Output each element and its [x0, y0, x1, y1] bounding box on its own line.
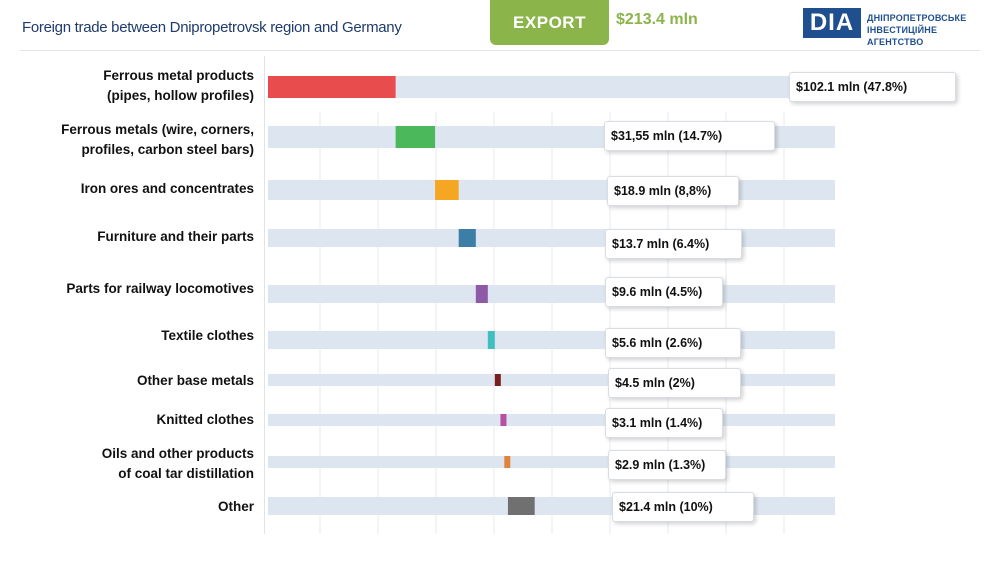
- page-title: Foreign trade between Dnipropetrovsk reg…: [22, 19, 402, 36]
- category-label: Furniture and their parts: [97, 229, 254, 244]
- category-label: Parts for railway locomotives: [66, 281, 254, 296]
- category-label: Ferrous metal products (pipes, hollow pr…: [103, 68, 254, 103]
- data-label: $5.6 mln (2.6%): [605, 328, 741, 358]
- bar: [487, 331, 495, 349]
- category-label: Iron ores and concentrates: [80, 181, 254, 196]
- data-label: $13.7 mln (6.4%): [605, 229, 742, 259]
- logo-text: ДНІПРОПЕТРОВСЬКЕ ІНВЕСТИЦІЙНЕ АГЕНТСТВО: [867, 13, 967, 47]
- bar: [475, 285, 488, 303]
- data-label: $3.1 mln (1.4%): [605, 408, 723, 438]
- bar-track: [268, 374, 835, 386]
- category-label: Other base metals: [136, 373, 254, 388]
- export-total-value: $213.4 mln: [616, 11, 698, 28]
- bar: [504, 456, 511, 468]
- bar-track: [268, 285, 835, 303]
- logo-mark: DIA: [803, 8, 861, 38]
- plot-area: [264, 56, 841, 534]
- bar-track: [268, 180, 835, 200]
- data-label: $18.9 mln (8,8%): [607, 176, 739, 206]
- bar: [500, 414, 507, 426]
- bar: [268, 76, 396, 98]
- bar: [494, 374, 501, 386]
- bar: [435, 180, 459, 200]
- category-label: Knitted clothes: [156, 412, 254, 427]
- data-label: $21.4 mln (10%): [612, 492, 754, 522]
- data-label: $9.6 mln (4.5%): [605, 277, 723, 307]
- bar-track: [268, 229, 835, 247]
- bar: [458, 229, 476, 247]
- category-label: Oils and other products of coal tar dist…: [101, 446, 254, 481]
- bar-track: [268, 456, 835, 468]
- data-label: $31,55 mln (14.7%): [604, 121, 775, 151]
- category-label: Ferrous metals (wire, corners, profiles,…: [61, 122, 254, 157]
- bar-track: [268, 331, 835, 349]
- bar: [507, 497, 535, 515]
- category-label: Textile clothes: [161, 328, 254, 343]
- data-label: $4.5 mln (2%): [608, 368, 741, 398]
- bar-track: [268, 414, 835, 426]
- bar: [395, 126, 436, 148]
- header-divider: [20, 50, 980, 51]
- export-button[interactable]: EXPORT: [490, 0, 609, 45]
- data-label: $102.1 mln (47.8%): [789, 72, 956, 102]
- bar-track: [268, 76, 790, 98]
- data-label: $2.9 mln (1.3%): [608, 450, 726, 480]
- dia-logo: DIA ДНІПРОПЕТРОВСЬКЕ ІНВЕСТИЦІЙНЕ АГЕНТС…: [803, 8, 993, 47]
- category-label: Other: [217, 499, 254, 514]
